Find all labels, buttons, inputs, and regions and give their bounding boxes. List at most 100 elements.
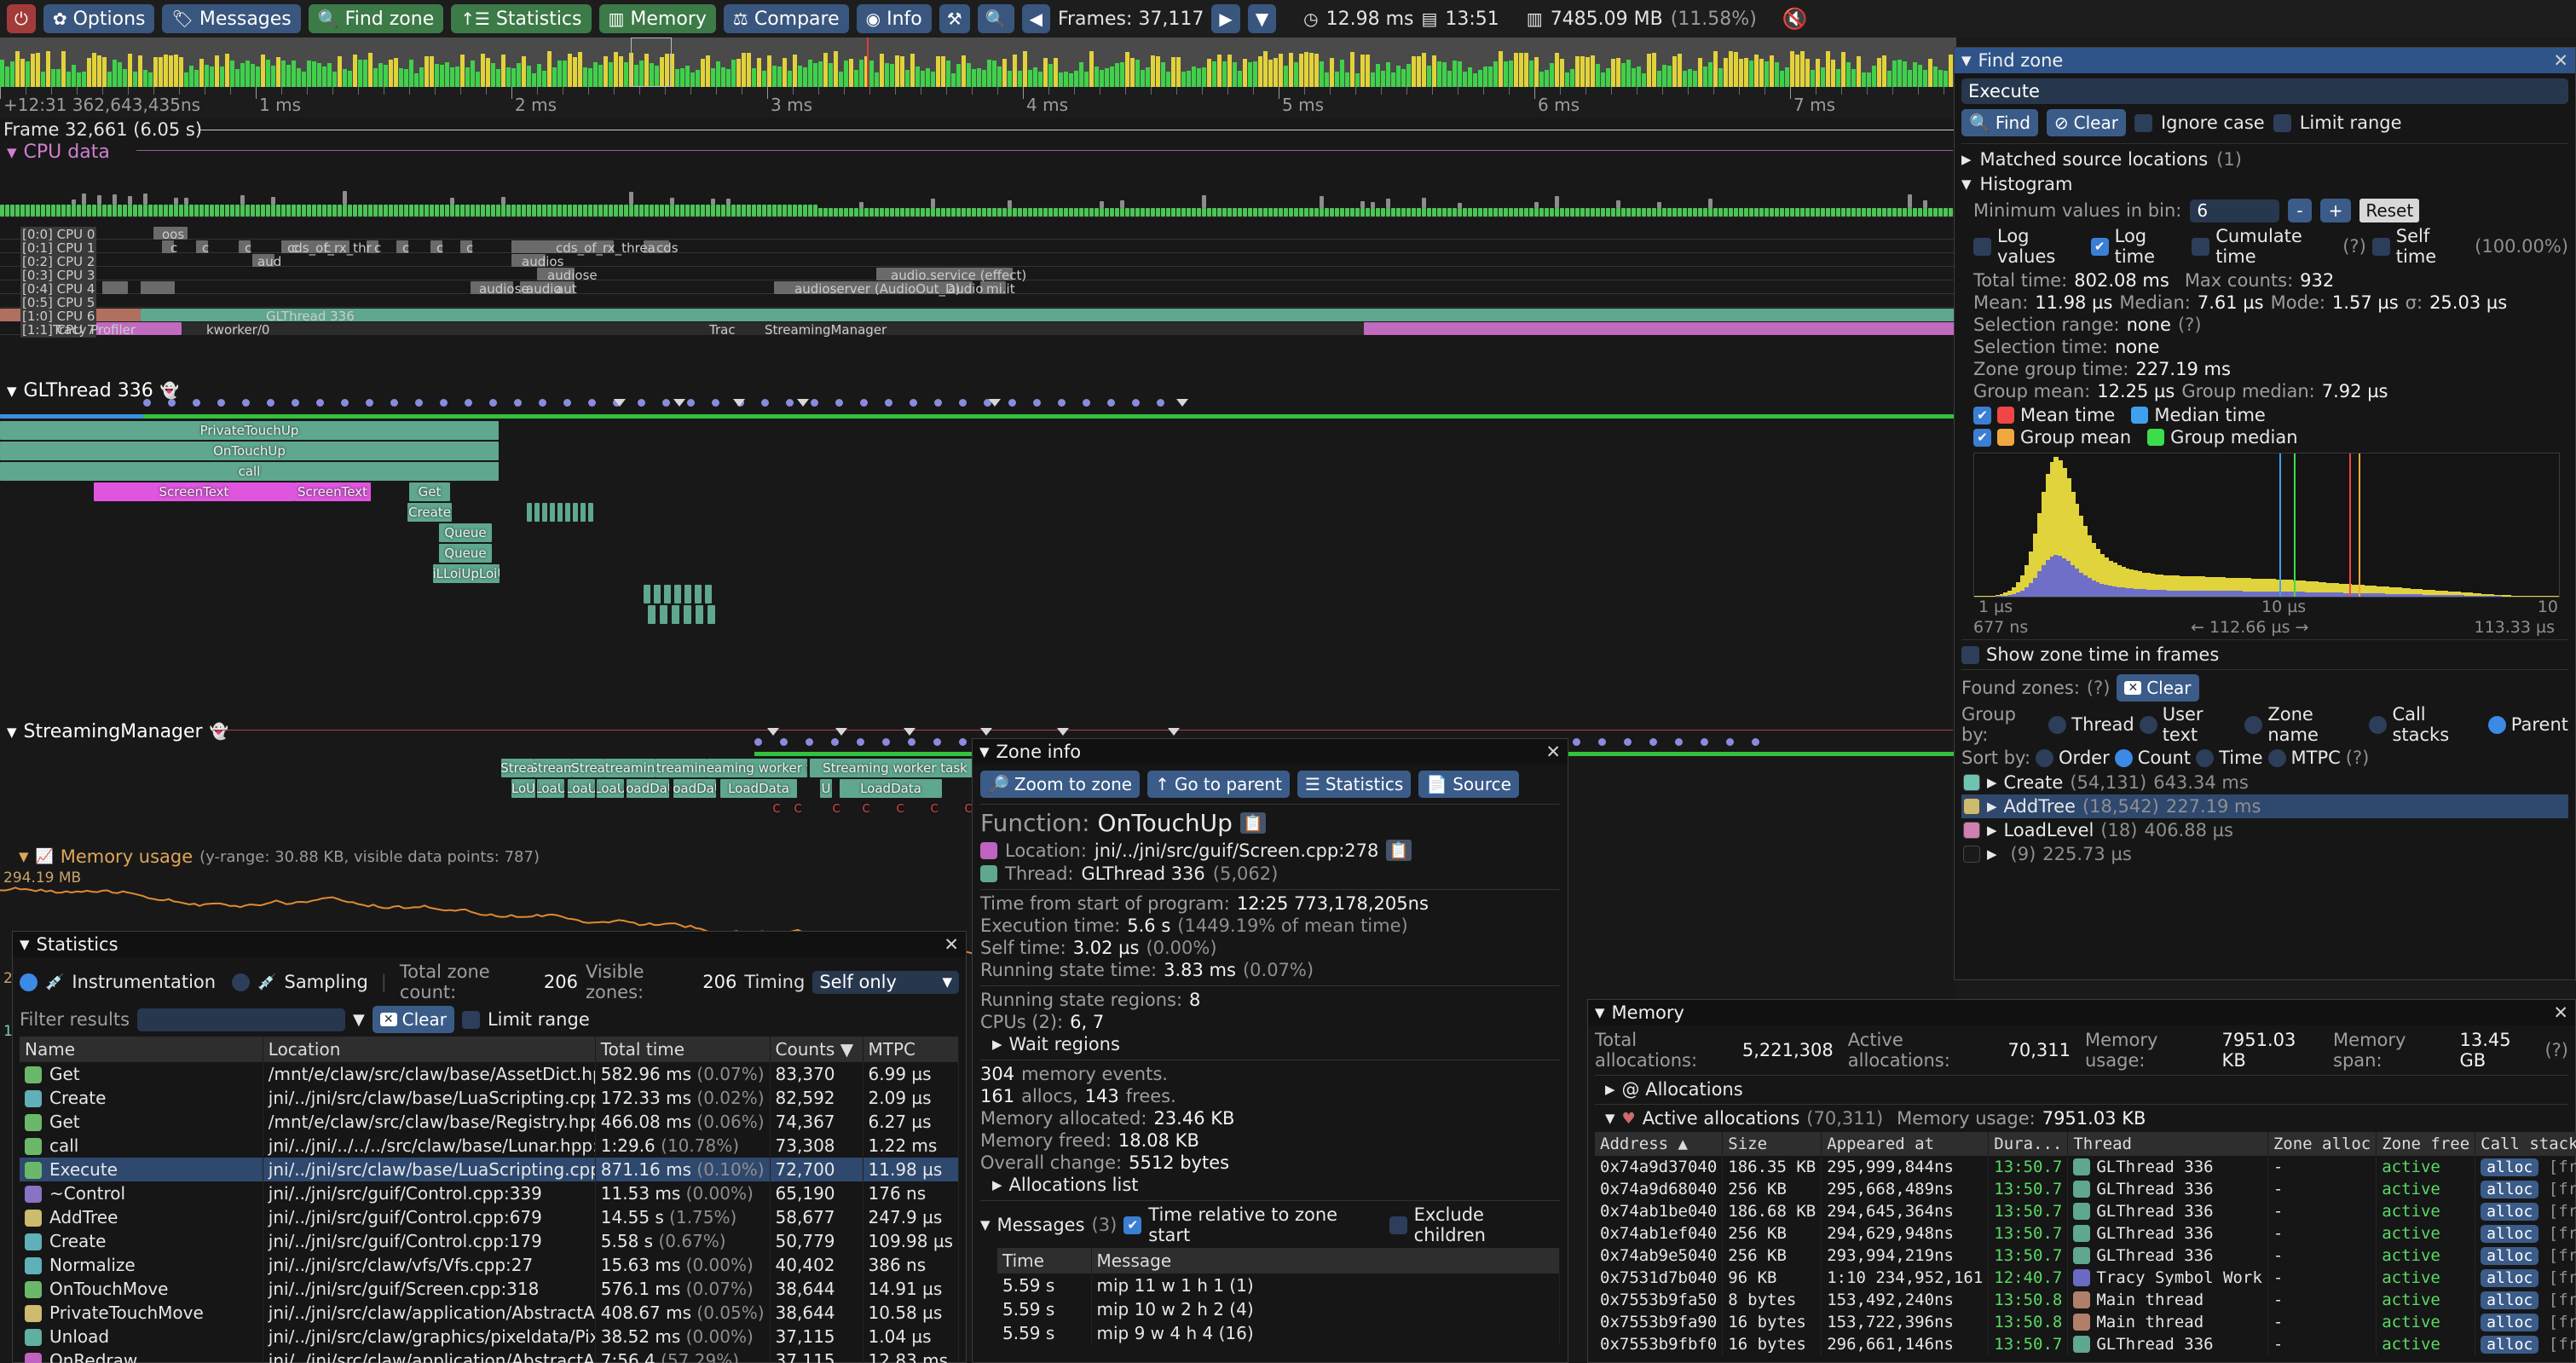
table-row[interactable]: 0x7553b9fbf0 16 bytes 296,661,146ns 13:50.7… — [1595, 1333, 2576, 1355]
frame-bar[interactable] — [1227, 55, 1232, 87]
frame-bar[interactable] — [389, 60, 393, 87]
frame-bar[interactable] — [1309, 53, 1314, 87]
column-header[interactable]: Message — [1091, 1248, 1560, 1273]
frame-bar[interactable] — [1089, 51, 1094, 87]
frame-bar[interactable] — [205, 65, 209, 87]
frame-bar[interactable] — [1417, 56, 1421, 87]
column-header-location[interactable]: Location — [263, 1037, 596, 1062]
frame-bar[interactable] — [1606, 68, 1610, 87]
frame-bar[interactable] — [138, 55, 142, 87]
chevron-down-icon[interactable]: ▼ — [1961, 176, 1972, 192]
frame-bar[interactable] — [486, 58, 490, 87]
frame-bar[interactable] — [1703, 66, 1707, 87]
frame-bar[interactable] — [143, 70, 147, 87]
cpu-activity-block[interactable] — [537, 268, 575, 280]
compare-button[interactable]: ⚖ Compare — [723, 4, 849, 33]
frame-bar[interactable] — [1867, 72, 1871, 87]
frame-bar[interactable] — [1529, 61, 1533, 87]
frame-bar[interactable] — [752, 68, 756, 87]
frame-bar[interactable] — [1545, 70, 1549, 87]
frame-bar[interactable] — [644, 54, 649, 87]
timeline-zone[interactable] — [648, 605, 656, 624]
frame-bar[interactable] — [225, 54, 229, 87]
cpu-activity-block[interactable] — [153, 227, 188, 240]
frame-bar[interactable] — [322, 66, 326, 87]
frame-bar[interactable] — [1401, 69, 1406, 87]
frame-bar[interactable] — [1519, 53, 1523, 87]
frame-bar[interactable] — [568, 54, 572, 87]
timeline-zone[interactable]: PrivateTouchUp — [0, 421, 499, 440]
timeline-zone[interactable]: Stream — [534, 759, 572, 777]
cpu-activity-block[interactable] — [239, 240, 251, 253]
frame-bar[interactable] — [399, 68, 403, 87]
frame-bar[interactable] — [1366, 55, 1370, 87]
frame-bar[interactable] — [1212, 61, 1216, 87]
frame-bar[interactable] — [123, 69, 127, 87]
frame-bar[interactable] — [471, 61, 475, 87]
frame-bar[interactable] — [5, 66, 9, 87]
frame-bar[interactable] — [1187, 71, 1191, 87]
group-by-callstacks-radio[interactable] — [2369, 715, 2388, 734]
frame-bar[interactable] — [1555, 53, 1559, 87]
cpu-activity-block[interactable] — [511, 254, 546, 267]
sort-by-count-radio[interactable] — [2114, 748, 2133, 767]
frame-bar[interactable] — [1299, 54, 1303, 87]
messages-button[interactable]: 🏷 Messages — [162, 4, 301, 33]
frame-bar[interactable] — [1678, 54, 1682, 87]
frame-bar[interactable] — [1166, 72, 1170, 87]
frame-bar[interactable] — [15, 51, 20, 87]
frame-bar[interactable] — [1002, 59, 1007, 87]
min-values-decrement-button[interactable]: - — [2288, 199, 2312, 222]
frame-bar[interactable] — [1376, 64, 1380, 87]
frame-bar[interactable] — [455, 66, 459, 87]
frame-bar[interactable] — [419, 67, 424, 87]
frame-bar[interactable] — [1427, 66, 1431, 87]
frame-bar[interactable] — [1836, 69, 1840, 87]
chevron-right-icon[interactable]: ▶ — [992, 1177, 1002, 1193]
frame-bar[interactable] — [66, 72, 71, 87]
found-zone-group-row[interactable]: ▶ (9) 225.73 µs — [1961, 842, 2568, 866]
timeline-zone[interactable] — [565, 503, 570, 522]
frame-bar[interactable] — [1626, 60, 1631, 87]
frame-bar[interactable] — [921, 71, 925, 87]
frame-bar[interactable] — [286, 65, 291, 87]
frame-bar[interactable] — [312, 61, 316, 87]
frame-bar[interactable] — [910, 54, 915, 87]
frame-bar[interactable] — [1146, 67, 1150, 87]
frame-bar[interactable] — [307, 61, 311, 87]
histogram-reset-button[interactable]: Reset — [2359, 199, 2420, 222]
frame-bar[interactable] — [839, 72, 843, 87]
frame-bar[interactable] — [532, 73, 536, 87]
frame-bar[interactable] — [1938, 70, 1943, 87]
memory-button[interactable]: ▥ Memory — [598, 4, 716, 33]
timeline-zone-marker[interactable]: C — [964, 802, 973, 816]
frame-bar[interactable] — [767, 55, 771, 87]
frame-bar[interactable] — [1913, 62, 1917, 87]
frame-bar[interactable] — [1463, 72, 1467, 87]
table-row[interactable]: Create jni/../jni/src/guif/Control.cpp:17… — [20, 1229, 960, 1253]
frame-bar[interactable] — [148, 72, 153, 87]
cpu-activity-block[interactable] — [367, 240, 378, 253]
frame-bar[interactable] — [1887, 71, 1892, 87]
frame-bar[interactable] — [1698, 58, 1702, 87]
frame-bar[interactable] — [844, 61, 848, 87]
frame-bar[interactable] — [1570, 69, 1574, 87]
frame-bar[interactable] — [1274, 58, 1278, 87]
frame-bar[interactable] — [1238, 71, 1242, 87]
frame-bar[interactable] — [476, 72, 480, 87]
frame-bar[interactable] — [609, 62, 613, 87]
frame-bar[interactable] — [1432, 55, 1436, 87]
statistics-button[interactable]: ↑☰ Statistics — [451, 4, 592, 33]
frame-bar[interactable] — [1453, 61, 1457, 87]
found-zone-group-row[interactable]: ▶ AddTree (18,542) 227.19 ms — [1961, 794, 2568, 818]
timeline-zone[interactable]: LoiLLoiUpLoiUp — [433, 564, 500, 583]
frame-bar[interactable] — [987, 60, 991, 87]
timeline-zone[interactable] — [684, 605, 691, 624]
frame-bar[interactable] — [107, 72, 112, 87]
frame-bar[interactable] — [552, 67, 557, 87]
frame-bar[interactable] — [823, 53, 828, 87]
frame-bar[interactable] — [542, 71, 546, 87]
frame-bar[interactable] — [1539, 72, 1544, 87]
timeline-zone[interactable] — [534, 503, 540, 522]
timeline-zone[interactable] — [527, 503, 532, 522]
